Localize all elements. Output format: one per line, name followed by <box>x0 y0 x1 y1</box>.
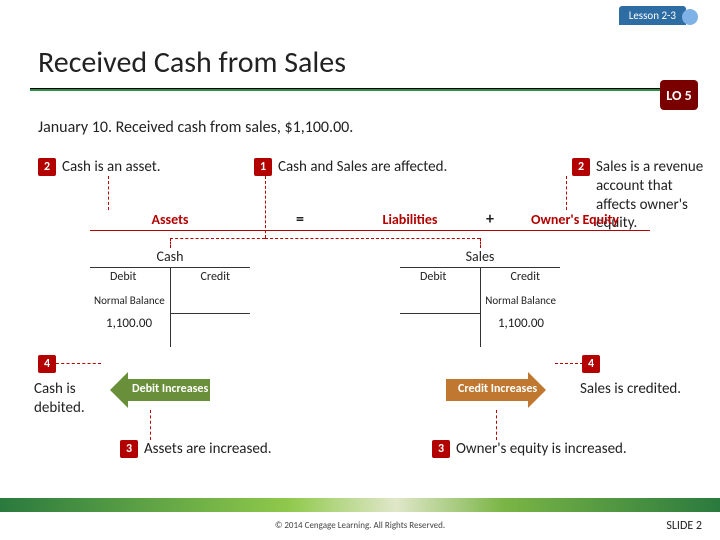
annotation-4-left: 4 <box>38 355 56 373</box>
page-title: Received Cash from Sales <box>38 44 346 81</box>
arrow-label: Debit Increases <box>132 383 208 396</box>
callout-number: 2 <box>38 158 56 176</box>
t-amount: 1,100.00 <box>106 316 152 331</box>
callout-number: 4 <box>38 355 56 373</box>
eq-assets: Assets <box>90 211 250 228</box>
sales-credited-text: Sales is credited. <box>580 380 681 399</box>
dashed-connector <box>480 238 481 248</box>
t-account-sales: Sales Debit Credit Normal Balance 1,100.… <box>400 248 560 347</box>
dashed-connector <box>265 238 480 239</box>
lo-badge: LO 5 <box>660 80 698 110</box>
subtitle-text: January 10. Received cash from sales, $1… <box>38 118 353 137</box>
dashed-connector <box>265 176 266 238</box>
annotation-4-right: 4 <box>582 355 600 373</box>
arrow-label: Credit Increases <box>458 383 537 396</box>
accounting-equation: Assets = Liabilities + Owner's Equity <box>90 210 690 229</box>
t-debit-label: Debit <box>420 270 446 284</box>
callout-text: Assets are increased. <box>144 440 272 459</box>
callout-text: Owner's equity is increased. <box>456 440 627 459</box>
corner-decoration-icon <box>680 7 700 27</box>
eq-liabilities: Liabilities <box>350 211 470 228</box>
t-account-cash: Cash Debit Credit Normal Balance 1,100.0… <box>90 248 250 347</box>
t-normal-balance: Normal Balance <box>485 294 556 307</box>
t-debit-label: Debit <box>110 270 136 284</box>
lesson-tag: Lesson 2-3 <box>619 6 686 25</box>
callout-number: 4 <box>582 355 600 373</box>
callout-number: 1 <box>254 158 272 176</box>
equation-underline <box>90 230 650 231</box>
cash-debited-text: Cash is debited. <box>34 380 104 418</box>
debit-increases-arrow: Debit Increases <box>110 372 210 408</box>
callout-number: 3 <box>432 440 450 458</box>
annotation-3-right: 3 Owner's equity is increased. <box>432 440 627 459</box>
t-credit-label: Credit <box>201 270 230 284</box>
dashed-connector <box>555 363 583 364</box>
credit-increases-arrow: Credit Increases <box>446 372 546 408</box>
eq-owners-equity: Owner's Equity <box>510 211 640 228</box>
dashed-connector <box>170 238 265 239</box>
dashed-connector <box>170 238 171 248</box>
dashed-connector <box>56 363 101 364</box>
callout-text: Cash and Sales are affected. <box>278 158 447 177</box>
dashed-connector <box>150 410 151 440</box>
dashed-connector <box>108 176 109 210</box>
dashed-connector <box>566 176 567 210</box>
annotation-3-left: 3 Assets are increased. <box>120 440 272 459</box>
copyright-text: © 2014 Cengage Learning. All Rights Rese… <box>0 520 720 531</box>
callout-number: 2 <box>572 158 590 176</box>
t-credit-label: Credit <box>511 270 540 284</box>
eq-plus: + <box>470 210 510 229</box>
title-underline <box>30 88 690 91</box>
t-account-name: Cash <box>90 248 250 265</box>
annotation-1: 1 Cash and Sales are affected. <box>254 158 447 177</box>
footer-band <box>0 498 720 512</box>
t-normal-balance: Normal Balance <box>94 294 165 307</box>
t-amount: 1,100.00 <box>498 316 544 331</box>
dashed-connector <box>496 410 497 440</box>
callout-text: Cash is an asset. <box>62 158 161 177</box>
slide-number: SLIDE 2 <box>666 519 702 533</box>
callout-number: 3 <box>120 440 138 458</box>
t-account-name: Sales <box>400 248 560 265</box>
annotation-2-left: 2 Cash is an asset. <box>38 158 161 177</box>
